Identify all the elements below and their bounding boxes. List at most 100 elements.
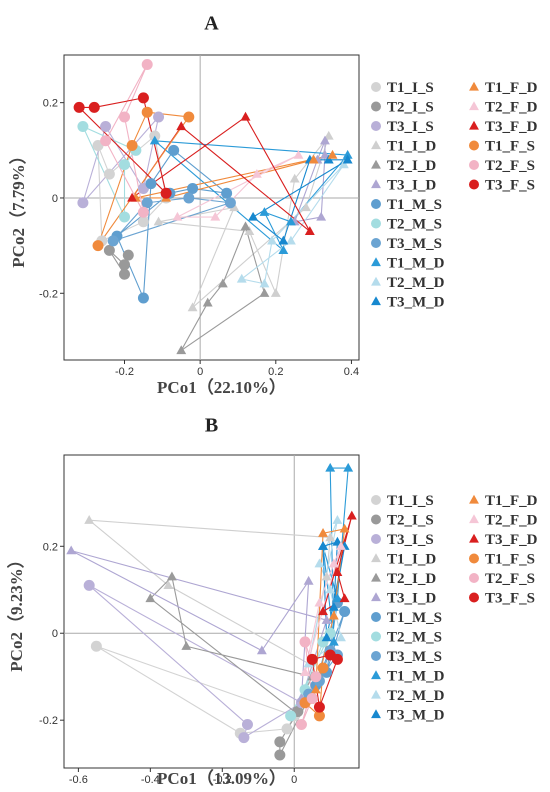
data-point-t3_i_s <box>77 197 89 209</box>
legend-marker <box>371 631 381 642</box>
data-point-t3_f_d <box>240 111 251 121</box>
data-point-t1_m_s <box>221 187 233 199</box>
legend-marker <box>371 709 381 719</box>
data-point-t2_m_d <box>259 278 270 288</box>
data-point-t2_m_d <box>336 632 346 642</box>
data-point-t3_f_s <box>88 101 100 113</box>
legend-label: T1_I_D <box>387 139 436 155</box>
legend-label: T3_I_S <box>387 119 434 135</box>
x-tick-label: 0.4 <box>344 366 359 378</box>
data-point-t3_i_s <box>153 111 165 123</box>
legend-label: T1_M_S <box>387 610 442 626</box>
data-point-t2_m_d <box>285 235 296 245</box>
data-point-t2_i_d <box>181 641 192 650</box>
pcoa-panel-b: B -0.6 -0.4 -0.2 0 -0.2 0 0.2 PCo1（13.09%） PCo2（9… <box>6 415 538 788</box>
x-tick-label: -0.6 <box>69 774 88 786</box>
data-point-t3_f_d <box>346 510 357 520</box>
data-point-t1_f_s <box>126 140 138 152</box>
data-point-t3_m_d <box>318 541 328 550</box>
data-point-t2_m_d <box>332 515 343 524</box>
data-point-t1_i_d <box>323 130 334 140</box>
y-tick-label: -0.2 <box>39 288 58 300</box>
data-point-t1_i_d <box>289 173 300 183</box>
legend-marker <box>371 553 381 563</box>
data-point-t1_m_d <box>332 593 343 603</box>
data-point-t3_m_d <box>278 235 289 245</box>
legend-marker <box>371 140 381 150</box>
series-connector-t1_i_s <box>95 645 295 734</box>
data-point-t1_m_s <box>145 178 157 190</box>
legend-marker <box>371 257 381 267</box>
data-point-t2_i_d <box>259 288 270 297</box>
data-point-t3_f_s <box>73 101 85 113</box>
data-point-t3_f_d <box>304 226 315 235</box>
legend-marker <box>371 82 381 92</box>
data-point-t3_f_s <box>160 187 172 199</box>
data-point-t1_m_d <box>149 135 160 145</box>
data-point-t3_m_s <box>183 192 195 204</box>
data-point-t1_i_d <box>301 202 311 212</box>
data-point-t2_f_d <box>251 168 262 178</box>
data-point-t2_i_s <box>119 268 131 280</box>
data-point-t3_i_d <box>320 135 330 145</box>
data-point-t3_i_d <box>66 545 77 555</box>
data-point-t3_i_s <box>83 579 95 591</box>
legend-label: T3_F_S <box>485 178 535 194</box>
data-point-t3_f_d <box>176 121 187 131</box>
legend-marker <box>371 238 381 248</box>
data-point-t3_i_s <box>241 719 253 731</box>
series-connector-t2_i_d <box>180 226 265 352</box>
data-point-t3_m_s <box>141 197 153 209</box>
data-point-t2_i_s <box>103 244 115 256</box>
legend-marker <box>469 120 479 130</box>
legend-label: T2_I_D <box>387 158 436 174</box>
legend-marker <box>371 534 381 544</box>
data-point-t2_m_d <box>338 159 349 169</box>
legend-marker <box>371 179 381 189</box>
legend-label: T2_F_S <box>485 571 535 587</box>
data-point-t2_f_s <box>100 135 112 147</box>
legend-label: T2_M_S <box>387 217 442 233</box>
x-tick-label: -0.2 <box>213 774 232 786</box>
legend-label: T3_M_D <box>387 708 445 724</box>
data-point-t1_m_d <box>328 636 339 646</box>
data-point-t3_i_s <box>238 732 250 744</box>
data-point-t1_f_d <box>310 684 321 694</box>
data-point-t1_i_d <box>244 226 255 235</box>
y-tick-label: 0.2 <box>43 98 58 110</box>
data-point-t2_f_d <box>210 211 221 221</box>
data-point-t1_i_d <box>153 216 164 226</box>
data-point-t2_i_d <box>145 593 156 603</box>
x-tick-label: 0.2 <box>268 366 283 378</box>
x-tick-label: 0 <box>197 366 203 378</box>
legend-label: T2_M_D <box>387 275 445 291</box>
legend-label: T1_M_D <box>387 256 445 272</box>
legend-marker <box>469 179 479 190</box>
data-point-t3_f_s <box>331 653 343 665</box>
legend-label: T3_M_S <box>387 236 442 252</box>
legend-label: T2_M_S <box>387 630 442 646</box>
legend-marker <box>371 651 381 661</box>
y-tick-label: 0 <box>52 193 58 205</box>
data-point-t2_i_d <box>166 571 177 581</box>
data-point-t1_f_d <box>318 528 328 537</box>
data-point-t1_m_s <box>187 182 199 194</box>
legend-marker <box>371 495 381 505</box>
data-point-t3_i_d <box>320 149 330 159</box>
data-point-t1_m_d <box>278 245 289 255</box>
data-point-t2_m_d <box>267 235 277 245</box>
data-point-t2_f_d <box>300 667 310 677</box>
legend-label: T1_F_S <box>485 139 535 155</box>
plot-frame <box>63 454 360 769</box>
data-point-t2_i_s <box>274 749 286 761</box>
data-point-t2_f_d <box>293 149 304 159</box>
data-point-t3_i_d <box>316 211 327 221</box>
legend-label: T2_F_S <box>485 158 535 174</box>
x-tick-label: 0 <box>291 774 297 786</box>
legend-marker <box>469 533 479 543</box>
data-point-t2_m_s <box>119 159 131 171</box>
data-point-t1_m_s <box>339 606 351 617</box>
legend-marker <box>371 276 381 286</box>
legend-label: T1_I_S <box>387 493 434 509</box>
